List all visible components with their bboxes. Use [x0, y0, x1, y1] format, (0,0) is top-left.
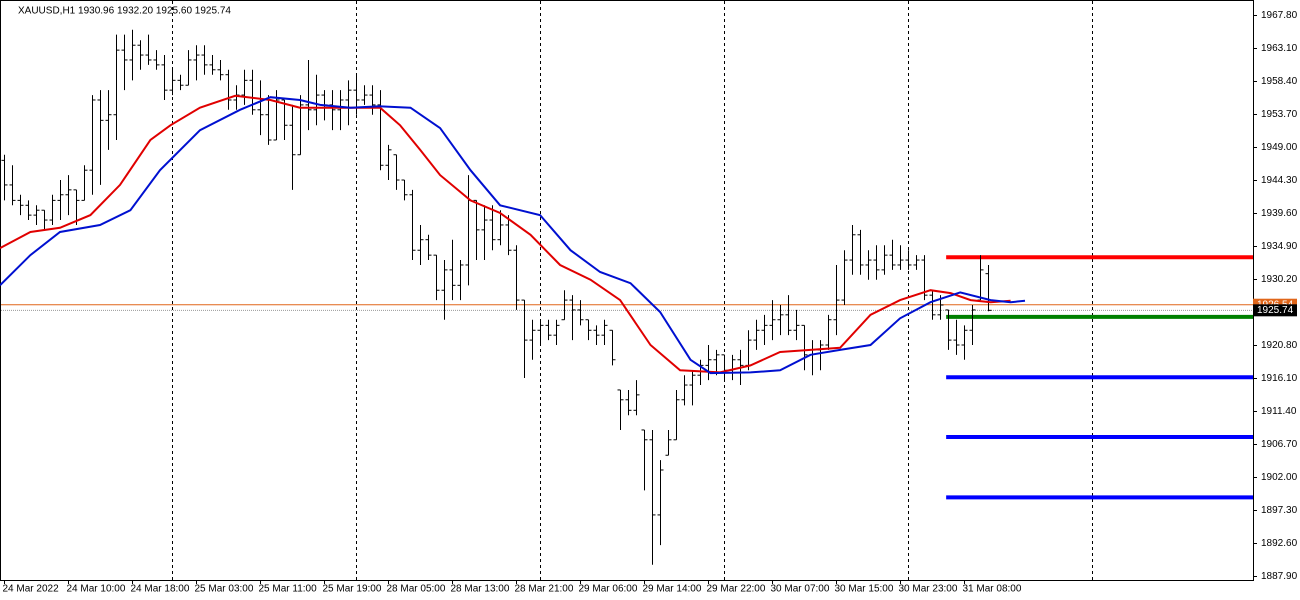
x-tick-label: 28 Mar 21:00	[515, 584, 574, 595]
x-tick-label: 29 Mar 22:00	[707, 584, 766, 595]
x-tick-label: 25 Mar 19:00	[323, 584, 382, 595]
y-tick-label: 1920.80	[1261, 340, 1298, 351]
x-tick-label: 24 Mar 18:00	[131, 584, 190, 595]
x-tick-label: 29 Mar 06:00	[579, 584, 638, 595]
x-tick-label: 30 Mar 07:00	[771, 584, 830, 595]
y-tick-label: 1967.80	[1261, 10, 1298, 21]
y-tick-label: 1958.40	[1261, 76, 1298, 87]
y-tick-label: 1902.00	[1261, 472, 1298, 483]
chart-title: XAUUSD,H1 1930.96 1932.20 1925.60 1925.7…	[18, 6, 231, 17]
x-tick-label: 30 Mar 15:00	[835, 584, 894, 595]
y-tick-label: 1916.10	[1261, 373, 1298, 384]
y-tick-label: 1953.70	[1261, 109, 1298, 120]
y-tick-label: 1963.10	[1261, 43, 1298, 54]
x-tick-label: 29 Mar 14:00	[643, 584, 702, 595]
x-tick-label: 28 Mar 05:00	[387, 584, 446, 595]
y-tick-label: 1911.40	[1261, 406, 1297, 417]
y-tick-label: 1887.90	[1261, 571, 1298, 582]
y-tick-label: 1897.30	[1261, 505, 1298, 516]
x-tick-label: 31 Mar 08:00	[963, 584, 1022, 595]
ma-line	[0, 94, 1011, 374]
x-tick-label: 24 Mar 2022	[3, 584, 60, 595]
x-tick-label: 30 Mar 23:00	[899, 584, 958, 595]
bid-label-box	[1253, 304, 1297, 317]
bid-label: 1925.74	[1257, 305, 1294, 316]
y-tick-label: 1906.70	[1261, 439, 1298, 450]
x-tick-label: 25 Mar 11:00	[259, 584, 318, 595]
y-tick-label: 1934.90	[1261, 241, 1298, 252]
y-tick-label: 1892.60	[1261, 538, 1298, 549]
x-tick-label: 25 Mar 03:00	[195, 584, 254, 595]
ma-line	[0, 96, 1026, 375]
y-tick-label: 1930.20	[1261, 274, 1298, 285]
y-tick-label: 1949.00	[1261, 142, 1298, 153]
y-tick-label: 1939.60	[1261, 208, 1298, 219]
plot-frame	[0, 0, 1254, 581]
y-tick-label: 1944.30	[1261, 175, 1298, 186]
x-tick-label: 24 Mar 10:00	[67, 584, 126, 595]
x-tick-label: 28 Mar 13:00	[451, 584, 510, 595]
